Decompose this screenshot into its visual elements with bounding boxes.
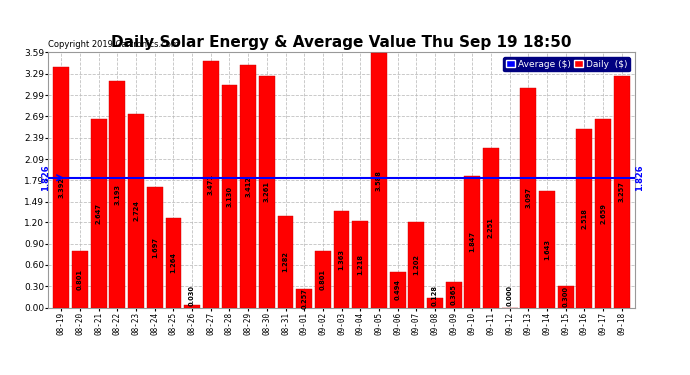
Text: 2.659: 2.659	[600, 202, 606, 223]
Text: 0.257: 0.257	[302, 288, 307, 309]
Text: Copyright 2019 Cartronics.com: Copyright 2019 Cartronics.com	[48, 40, 179, 49]
Bar	[446, 282, 462, 308]
Bar	[520, 87, 536, 308]
Bar	[53, 67, 69, 308]
Text: 0.300: 0.300	[562, 286, 569, 308]
Text: 0.030: 0.030	[189, 285, 195, 306]
Text: 2.251: 2.251	[488, 217, 494, 238]
Bar	[390, 272, 406, 308]
Bar	[72, 251, 88, 308]
Bar	[259, 76, 275, 307]
Bar	[353, 221, 368, 308]
Bar	[203, 61, 219, 308]
Bar	[595, 118, 611, 308]
Bar	[277, 216, 293, 308]
Text: 0.801: 0.801	[77, 268, 83, 290]
Bar	[315, 251, 331, 308]
Title: Daily Solar Energy & Average Value Thu Sep 19 18:50: Daily Solar Energy & Average Value Thu S…	[111, 35, 572, 50]
Bar	[240, 65, 256, 308]
Bar	[614, 76, 630, 308]
Text: 1.264: 1.264	[170, 252, 177, 273]
Text: 3.257: 3.257	[619, 182, 624, 202]
Text: 1.847: 1.847	[469, 231, 475, 252]
Text: 1.202: 1.202	[413, 254, 420, 275]
Bar	[371, 53, 387, 308]
Text: 0.365: 0.365	[451, 284, 457, 305]
Text: 3.193: 3.193	[115, 184, 121, 205]
Bar	[91, 120, 107, 308]
Text: 3.097: 3.097	[525, 187, 531, 208]
Text: 1.826: 1.826	[41, 165, 50, 191]
Bar	[128, 114, 144, 308]
Text: 3.261: 3.261	[264, 181, 270, 202]
Text: 0.494: 0.494	[395, 279, 401, 300]
Text: 0.128: 0.128	[432, 285, 438, 306]
Bar	[464, 176, 480, 308]
Text: 1.218: 1.218	[357, 254, 363, 275]
Bar	[576, 129, 592, 308]
Text: 2.647: 2.647	[96, 203, 101, 224]
Legend: Average ($), Daily  ($): Average ($), Daily ($)	[504, 57, 630, 71]
Text: 2.724: 2.724	[133, 200, 139, 221]
Text: 1.282: 1.282	[282, 252, 288, 273]
Bar	[483, 148, 499, 308]
Text: 1.643: 1.643	[544, 238, 550, 260]
Text: 2.518: 2.518	[582, 208, 587, 228]
Bar	[333, 211, 350, 308]
Text: 3.471: 3.471	[208, 174, 214, 195]
Text: 3.130: 3.130	[226, 186, 233, 207]
Bar	[558, 286, 573, 308]
Text: 1.697: 1.697	[152, 237, 158, 258]
Bar	[184, 305, 200, 308]
Bar	[110, 81, 126, 308]
Bar	[408, 222, 424, 308]
Bar	[147, 187, 163, 308]
Bar	[166, 218, 181, 308]
Bar	[221, 85, 237, 308]
Text: 3.412: 3.412	[245, 176, 251, 197]
Text: 1.363: 1.363	[339, 249, 344, 270]
Text: 0.801: 0.801	[320, 268, 326, 290]
Text: 0.000: 0.000	[506, 285, 513, 306]
Text: 1.826: 1.826	[635, 165, 644, 191]
Bar	[427, 298, 443, 307]
Text: 3.392: 3.392	[59, 177, 64, 198]
Text: 3.588: 3.588	[376, 170, 382, 190]
Bar	[296, 289, 312, 308]
Bar	[539, 191, 555, 308]
